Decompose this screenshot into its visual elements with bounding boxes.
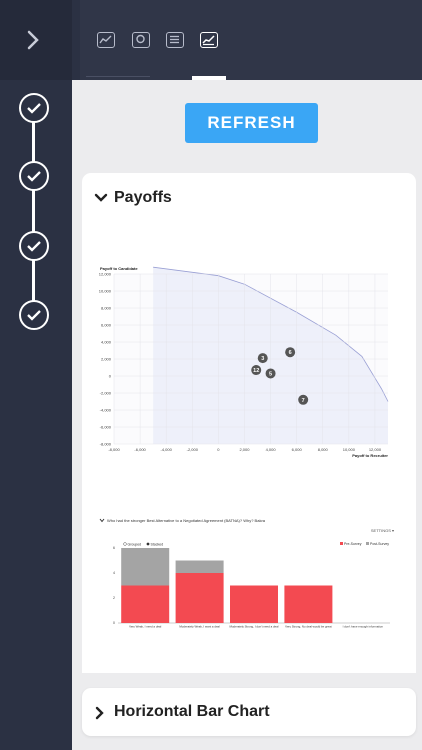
scatter-point [251, 365, 262, 376]
bar-pre [284, 585, 333, 623]
tab-area-chart[interactable] [200, 32, 218, 48]
check-icon [27, 241, 41, 252]
legend-swatch-post [366, 542, 369, 545]
x-tick-label: -2,000 [187, 447, 199, 452]
category-label: Moderately Weak, I want a deal [179, 625, 220, 629]
stacked-radio [146, 542, 150, 546]
point-label: 12 [253, 368, 259, 374]
y-tick-label: 2 [113, 596, 115, 600]
bar-pre [230, 585, 278, 623]
tab-badge[interactable] [132, 32, 150, 48]
y-axis-label: Payoff to Candidate [100, 266, 138, 271]
horizontal-bar-chart-title: Horizontal Bar Chart [114, 703, 270, 720]
x-axis-label: Payoff to Recruiter [352, 453, 388, 458]
category-label: Very Weak, I need a deal [129, 625, 162, 629]
check-icon [27, 103, 41, 114]
category-label: Very Strong, No deal would be great [285, 625, 332, 629]
y-tick-label: 6 [113, 546, 115, 550]
chevron-down-icon[interactable] [94, 192, 108, 204]
expand-panel-button[interactable] [0, 0, 72, 80]
y-tick-label: 8,000 [101, 306, 112, 311]
x-tick-label: 2,000 [239, 447, 250, 452]
tab-list[interactable] [166, 32, 184, 48]
payoff-scatter-chart: 12,000 10,000 8,000 6,000 4,000 2,000 0 -2,000 -… [99, 266, 389, 458]
area-chart-icon [202, 35, 215, 46]
bar-pre [121, 585, 170, 623]
grouped-radio [123, 542, 127, 546]
legend-swatch-pre [340, 542, 343, 545]
frontier-line [153, 266, 389, 402]
x-tick-label: -8,000 [108, 447, 120, 452]
step-4[interactable] [19, 300, 49, 330]
stacked-label: Stacked [151, 542, 164, 546]
settings-button: SETTINGS ▾ [371, 528, 394, 533]
x-tick-label: 0 [217, 447, 220, 452]
batna-bar-chart: Who had the stronger Best Alternative to… [99, 518, 394, 629]
x-tick-label: 8,000 [318, 447, 329, 452]
list-icon [170, 35, 179, 44]
step-3[interactable] [19, 231, 49, 261]
chevron-right-icon [95, 706, 104, 720]
x-tick-label: 12,000 [369, 447, 382, 452]
y-tick-label: 0 [113, 621, 115, 625]
check-icon [27, 171, 41, 182]
tab-track [86, 76, 150, 77]
scatter-point [257, 353, 268, 364]
y-tick-label: 12,000 [99, 272, 112, 277]
step-rail [0, 0, 72, 750]
horizontal-bar-chart-card[interactable]: Horizontal Bar Chart [82, 688, 416, 736]
refresh-button[interactable]: REFRESH [185, 103, 318, 143]
legend-pre: Pre-Survey [344, 542, 362, 546]
scatter-point [298, 394, 309, 405]
x-tick-label: -6,000 [134, 447, 146, 452]
point-label: 6 [289, 350, 292, 356]
y-tick-label: 10,000 [99, 289, 112, 294]
x-tick-label: 4,000 [266, 447, 277, 452]
line-chart-icon [99, 35, 112, 44]
x-tick-label: 6,000 [292, 447, 303, 452]
bar-post [121, 548, 170, 586]
grouped-label: Grouped [128, 542, 142, 546]
legend-post: Post-Survey [370, 542, 389, 546]
check-icon [27, 310, 41, 321]
y-tick-label: -8,000 [100, 442, 112, 447]
scatter-point [265, 368, 276, 379]
y-tick-label: -2,000 [100, 391, 112, 396]
chevron-down-icon [99, 518, 105, 523]
top-toolbar [72, 0, 422, 80]
scatter-point [285, 347, 296, 358]
chevron-right-icon [27, 30, 39, 50]
category-label: Moderately Strong, I don't need a deal [230, 625, 279, 629]
point-label: 7 [302, 398, 305, 404]
y-tick-label: 2,000 [101, 357, 112, 362]
badge-icon [136, 34, 145, 44]
y-tick-label: -4,000 [100, 408, 112, 413]
bar-post [175, 560, 224, 573]
point-label: 5 [269, 371, 272, 377]
bar-pre [175, 573, 224, 623]
y-tick-label: 6,000 [101, 323, 112, 328]
active-tab-indicator [192, 76, 226, 80]
sub-chart-title: Who had the stronger Best Alternative to… [107, 518, 266, 523]
x-tick-label: -4,000 [161, 447, 173, 452]
tab-line-chart[interactable] [97, 32, 115, 48]
point-label: 3 [261, 356, 264, 362]
step-connector [32, 106, 35, 318]
toolbar-divider [72, 0, 80, 80]
x-tick-label: 10,000 [343, 447, 356, 452]
payoffs-title: Payoffs [114, 189, 172, 206]
y-tick-label: 0 [109, 374, 112, 379]
y-tick-label: -6,000 [100, 425, 112, 430]
step-1[interactable] [19, 93, 49, 123]
category-label: I don't have enough information [343, 625, 384, 629]
step-2[interactable] [19, 161, 49, 191]
y-tick-label: 4,000 [101, 340, 112, 345]
y-tick-label: 4 [113, 571, 115, 575]
